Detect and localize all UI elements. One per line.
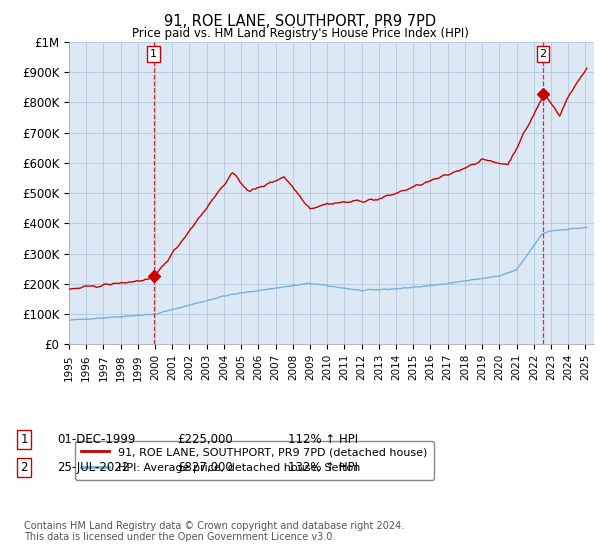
Text: 1: 1 xyxy=(20,433,28,446)
Text: 01-DEC-1999: 01-DEC-1999 xyxy=(57,433,136,446)
Text: £225,000: £225,000 xyxy=(177,433,233,446)
Text: 1: 1 xyxy=(150,49,157,59)
Text: Contains HM Land Registry data © Crown copyright and database right 2024.
This d: Contains HM Land Registry data © Crown c… xyxy=(24,521,404,543)
Text: 2: 2 xyxy=(539,49,547,59)
Text: £827,000: £827,000 xyxy=(177,461,233,474)
Text: 2: 2 xyxy=(20,461,28,474)
Text: 91, ROE LANE, SOUTHPORT, PR9 7PD: 91, ROE LANE, SOUTHPORT, PR9 7PD xyxy=(164,14,436,29)
Text: 132% ↑ HPI: 132% ↑ HPI xyxy=(288,461,358,474)
Text: 112% ↑ HPI: 112% ↑ HPI xyxy=(288,433,358,446)
Legend: 91, ROE LANE, SOUTHPORT, PR9 7PD (detached house), HPI: Average price, detached : 91, ROE LANE, SOUTHPORT, PR9 7PD (detach… xyxy=(74,441,434,479)
Text: 25-JUL-2022: 25-JUL-2022 xyxy=(57,461,129,474)
Text: Price paid vs. HM Land Registry's House Price Index (HPI): Price paid vs. HM Land Registry's House … xyxy=(131,27,469,40)
